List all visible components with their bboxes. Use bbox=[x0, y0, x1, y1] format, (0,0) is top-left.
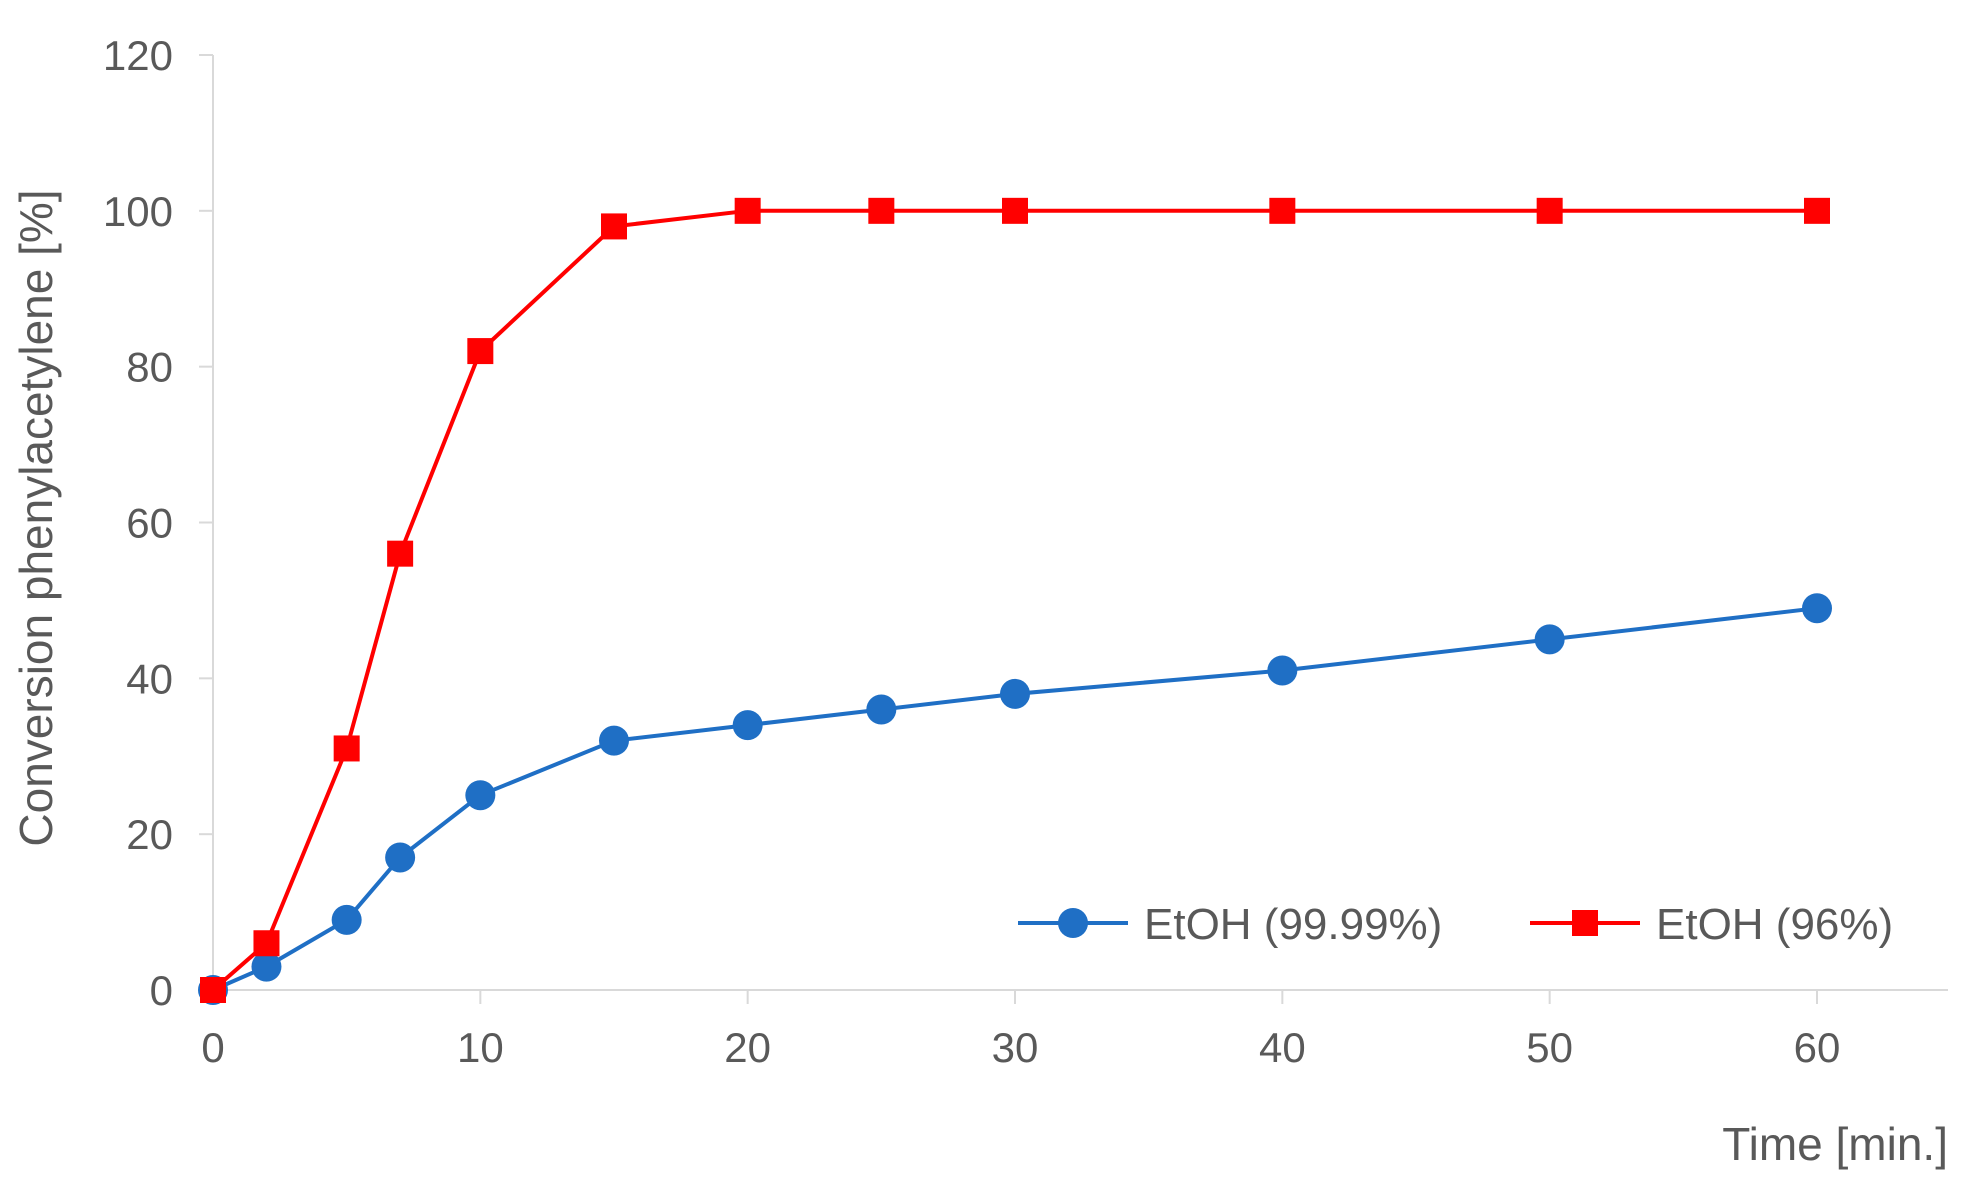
x-tick-label: 50 bbox=[1526, 1024, 1573, 1071]
legend: EtOH (99.99%) EtOH (96%) bbox=[1018, 900, 1893, 949]
data-point bbox=[1536, 197, 1563, 224]
y-tick-label: 0 bbox=[150, 967, 173, 1014]
y-tick-label: 120 bbox=[103, 32, 173, 79]
series-line bbox=[212, 606, 1818, 992]
legend-label: EtOH (96%) bbox=[1656, 900, 1893, 949]
legend-label: EtOH (99.99%) bbox=[1144, 900, 1442, 949]
data-point bbox=[734, 197, 761, 224]
data-point bbox=[1534, 624, 1565, 655]
x-tick-label: 40 bbox=[1259, 1024, 1306, 1071]
data-point bbox=[1002, 197, 1028, 224]
data-point bbox=[1804, 197, 1830, 224]
x-tick-label: 60 bbox=[1794, 1024, 1841, 1071]
y-tick-label: 20 bbox=[126, 811, 173, 858]
legend-marker bbox=[1572, 910, 1598, 936]
data-point bbox=[1000, 678, 1030, 709]
legend-marker bbox=[1058, 908, 1088, 938]
data-point bbox=[331, 904, 362, 935]
series-layer bbox=[198, 197, 1832, 1005]
y-tick-label: 100 bbox=[103, 188, 173, 235]
series-2 bbox=[200, 197, 1830, 1003]
data-point bbox=[1267, 655, 1298, 686]
y-axis-title: Conversion phenylacetylene [%] bbox=[10, 189, 62, 846]
x-tick-label: 30 bbox=[992, 1024, 1039, 1071]
y-tick-label: 60 bbox=[126, 500, 173, 547]
data-point bbox=[1802, 593, 1832, 624]
data-point bbox=[333, 735, 360, 762]
x-tick-label: 20 bbox=[724, 1024, 771, 1071]
y-tick-label: 40 bbox=[126, 655, 173, 702]
series-1 bbox=[198, 593, 1832, 1005]
legend-item-2: EtOH (96%) bbox=[1530, 900, 1893, 949]
axes: 0 20 40 60 80 100 120 0 10 20 30 40 50 60 bbox=[103, 32, 1948, 1071]
data-point bbox=[200, 977, 226, 1003]
data-point bbox=[253, 930, 280, 957]
data-point bbox=[385, 842, 416, 873]
x-tick-label: 10 bbox=[457, 1024, 504, 1071]
data-point bbox=[601, 213, 627, 240]
data-point bbox=[467, 338, 494, 365]
series-line bbox=[211, 208, 1817, 992]
data-point bbox=[1269, 197, 1296, 224]
data-point bbox=[251, 951, 282, 982]
data-point bbox=[868, 197, 895, 224]
y-tick-label: 80 bbox=[126, 344, 173, 391]
data-point bbox=[732, 710, 763, 741]
x-axis-title: Time [min.] bbox=[1722, 1118, 1948, 1170]
legend-item-1: EtOH (99.99%) bbox=[1018, 900, 1442, 949]
data-point bbox=[599, 725, 629, 756]
data-point bbox=[387, 540, 414, 567]
data-point bbox=[465, 780, 496, 811]
data-point bbox=[866, 694, 897, 725]
x-tick-label: 0 bbox=[201, 1024, 224, 1071]
